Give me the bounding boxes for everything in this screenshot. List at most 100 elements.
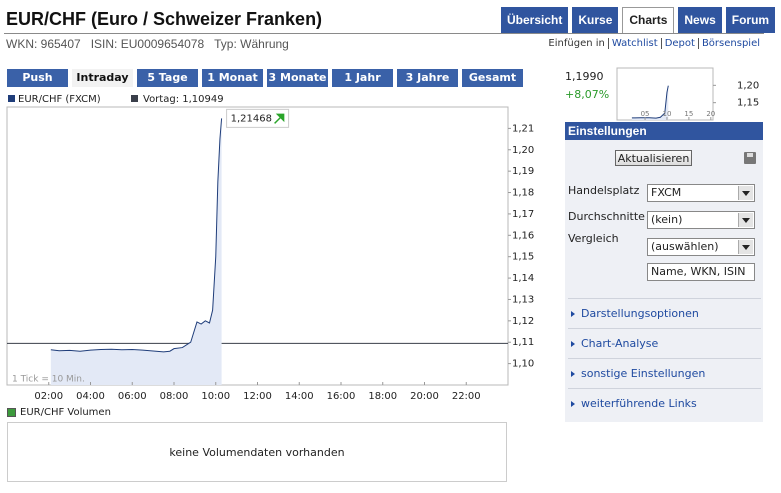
- insert-links: Einfügen in Watchlist Depot Börsenspiel: [548, 38, 763, 49]
- range-button[interactable]: Push: [7, 69, 68, 87]
- x-tick-label: 22:00: [452, 391, 481, 402]
- legend-swatch: [8, 95, 15, 102]
- panel-link[interactable]: sonstige Einstellungen: [568, 358, 761, 388]
- price-change: +8,07%: [565, 88, 610, 101]
- link-text: weiterführende Links: [581, 397, 697, 410]
- area-fill: [631, 85, 669, 120]
- x-tick-label: 02:00: [34, 391, 63, 402]
- x-tick-label: 06:00: [118, 391, 147, 402]
- area-fill: [50, 118, 222, 385]
- select-value: FXCM: [651, 186, 682, 199]
- range-button[interactable]: Intraday: [72, 69, 133, 87]
- y-tick-label: 1,14: [512, 273, 534, 284]
- select[interactable]: (auswählen): [647, 238, 755, 256]
- legend-label: EUR/CHF (FXCM): [18, 94, 101, 105]
- tab-bar: Übersicht Kurse Charts News Forum: [501, 7, 776, 33]
- tab[interactable]: Kurse: [572, 7, 619, 33]
- x-tick-label: 20: [706, 110, 715, 118]
- y-tick-label: 1,17: [512, 209, 534, 220]
- link-arrow: [571, 370, 575, 377]
- y-tick-label: 1,13: [512, 294, 534, 305]
- y-tick-label: 1,20: [737, 80, 759, 91]
- insert-link[interactable]: Depot: [660, 38, 698, 49]
- volume-legend: EUR/CHF Volumen: [7, 407, 111, 418]
- panel-link[interactable]: weiterführende Links: [568, 388, 761, 418]
- select-value: (kein): [651, 213, 683, 226]
- y-tick-label: 1,20: [512, 145, 534, 156]
- legend-label: EUR/CHF Volumen: [20, 407, 111, 418]
- x-tick-label: 14:00: [285, 391, 314, 402]
- field-label: Durchschnitte: [568, 210, 645, 223]
- price-line: [631, 85, 669, 119]
- tab[interactable]: News: [678, 7, 722, 33]
- y-tick-label: 1,12: [512, 316, 534, 327]
- y-tick-label: 1,15: [737, 98, 759, 109]
- x-tick-label: 16:00: [327, 391, 356, 402]
- select[interactable]: FXCM: [647, 184, 755, 202]
- insert-link[interactable]: Watchlist: [607, 38, 661, 49]
- legend-swatch: [7, 408, 16, 417]
- x-tick-label: 12:00: [243, 391, 272, 402]
- y-tick-label: 1,19: [512, 166, 534, 177]
- select-arrow: [738, 186, 753, 200]
- link-arrow: [571, 340, 575, 347]
- y-tick-label: 1,21: [512, 123, 534, 134]
- link-text: Chart-Analyse: [581, 337, 659, 350]
- type: Typ: Währung: [214, 37, 289, 51]
- legend-swatch: [131, 95, 138, 102]
- settings-panel: Einstellungen Aktualisieren Name, WKN, I…: [565, 122, 763, 422]
- range-bar: Push Intraday 5 Tage 1 Monat 3 Monate 1 Jahr 3…: [7, 69, 523, 87]
- tab[interactable]: Charts: [622, 7, 675, 33]
- link-text: sonstige Einstellungen: [581, 367, 706, 380]
- callout-label: 1,21468: [231, 113, 272, 124]
- y-tick-label: 1,11: [512, 337, 534, 348]
- y-tick-label: 1,16: [512, 230, 534, 241]
- range-button[interactable]: 1 Jahr: [332, 69, 393, 87]
- isin: ISIN: EU0009654078: [90, 37, 205, 51]
- x-tick-label: 10: [663, 110, 672, 118]
- x-tick-label: 18:00: [368, 391, 397, 402]
- link-text: Darstellungsoptionen: [581, 307, 699, 320]
- refresh-button[interactable]: Aktualisieren: [615, 150, 692, 166]
- trend-arrow: [274, 113, 285, 124]
- link-arrow: [571, 400, 575, 407]
- tick-note: 1 Tick = 10 Min.: [12, 375, 85, 385]
- wkn: WKN: 965407: [6, 37, 81, 51]
- range-button[interactable]: 5 Tage: [137, 69, 198, 87]
- search-input[interactable]: Name, WKN, ISIN: [647, 263, 755, 281]
- select-arrow: [738, 213, 753, 227]
- panel-title: Einstellungen: [565, 122, 763, 140]
- save-icon[interactable]: [744, 152, 756, 164]
- range-button[interactable]: 1 Monat: [202, 69, 263, 87]
- volume-message: keine Volumendaten vorhanden: [169, 445, 345, 459]
- y-tick-label: 1,18: [512, 188, 534, 199]
- plot-area: [616, 67, 714, 121]
- plot-area: [6, 106, 509, 386]
- range-button[interactable]: 3 Monate: [267, 69, 328, 87]
- tab[interactable]: Forum: [725, 7, 776, 33]
- select[interactable]: (kein): [647, 211, 755, 229]
- x-tick-label: 04:00: [76, 391, 105, 402]
- link-arrow: [571, 310, 575, 317]
- price-line: [50, 118, 223, 353]
- legend-label: Vortag: 1,10949: [143, 94, 224, 105]
- x-tick-label: 20:00: [410, 391, 439, 402]
- y-tick-label: 1,10: [512, 359, 534, 370]
- insert-label: Einfügen in: [548, 38, 605, 49]
- insert-link[interactable]: Börsenspiel: [697, 38, 763, 49]
- x-tick-label: 08:00: [160, 391, 189, 402]
- x-tick-label: 05: [641, 110, 650, 118]
- field-label: Vergleich: [568, 232, 619, 245]
- tab[interactable]: Übersicht: [501, 7, 569, 33]
- range-button[interactable]: Gesamt: [462, 69, 523, 87]
- page-title: EUR/CHF (Euro / Schweizer Franken): [6, 9, 323, 29]
- panel-link[interactable]: Darstellungsoptionen: [568, 298, 761, 328]
- header-rule: [4, 33, 764, 34]
- panel-link[interactable]: Chart-Analyse: [568, 328, 761, 358]
- value-callout: [226, 108, 290, 128]
- select-arrow: [738, 240, 753, 254]
- volume-panel: keine Volumendaten vorhanden: [7, 422, 507, 482]
- x-tick-label: 15: [684, 110, 693, 118]
- range-button[interactable]: 3 Jahre: [397, 69, 458, 87]
